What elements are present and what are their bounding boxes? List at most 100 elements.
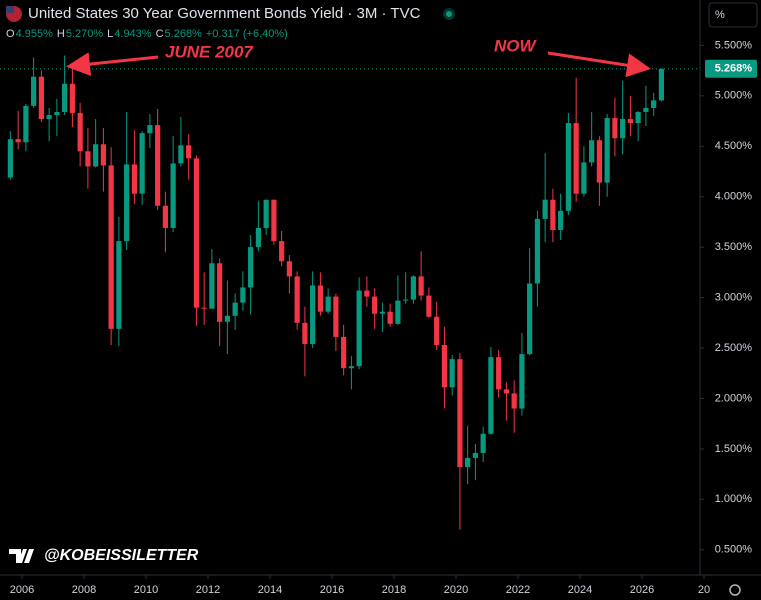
candle-body [341,336,347,369]
candle-body [271,199,277,242]
candle-body [85,151,91,167]
candle-body [441,345,447,388]
legend-value: 4.943% [114,28,152,40]
candle-body [248,247,254,288]
candle-body [170,163,176,228]
candle-body [240,287,246,303]
plot-area [0,55,700,530]
y-tick-label: 5.000% [715,90,753,102]
candle-body [379,311,385,314]
candle-body [7,139,13,178]
legend-change: +0.317 (+6.40%) [206,28,288,40]
status-dot [446,11,452,17]
legend-value: 5.268% [165,28,203,40]
candle-body [302,322,308,344]
candle-body [69,83,75,113]
candle-body [472,452,478,458]
axes: 5.500% 5.000% 4.500% 4.000% 3.500% 3.000% 2.50… [10,39,757,596]
candle-body [15,139,21,143]
candle-body [612,118,618,139]
x-tick-label: 2016 [320,584,344,596]
y-tick-label: 2.500% [715,342,753,354]
candle-body [325,296,331,312]
y-tick-label: 2.000% [715,392,753,404]
candle-body [255,227,261,248]
candle-body [54,111,60,115]
candle-body [496,357,502,390]
x-tick-label: 2008 [72,584,96,596]
candle-body [147,125,153,134]
settings-icon[interactable] [729,584,741,596]
candle-body [651,100,657,108]
candle-body [542,199,548,219]
x-tick-label: 2018 [382,584,406,596]
candle-body [186,145,192,159]
candle-body [193,158,199,308]
candle-body [519,354,525,409]
candle-body [294,276,300,323]
candle-body [596,140,603,183]
candle-body [503,389,509,394]
legend-key: L [107,28,113,40]
candle-body [364,290,370,297]
y-tick-label: 5.500% [715,39,753,51]
candle-body [124,164,130,242]
candle-body [232,302,238,316]
x-tick-label: 2014 [258,584,282,596]
candle-body [317,285,323,312]
y-tick-label: 3.000% [715,291,753,303]
annotation: JUNE 2007 [165,42,254,61]
candle-body [46,115,52,120]
candle-body [573,123,579,194]
candle-body [209,263,215,309]
candle-body [178,145,184,164]
candle-body [62,83,68,112]
last-price-label: 5.268% [715,63,753,75]
candle-body [527,283,533,355]
scale-label[interactable]: % [715,9,725,21]
candle-body [31,76,37,106]
candle-body [635,111,641,124]
annotation: NOW [494,36,538,55]
candle-body [658,68,665,101]
candle-body [449,359,455,388]
legend-key: H [57,28,65,40]
candle-body [387,311,393,324]
candle-body [333,296,339,337]
x-tick-label: 20 [698,584,710,596]
candle-body [38,76,44,120]
y-tick-label: 1.000% [715,493,753,505]
candle-body [155,125,161,206]
x-tick-label: 2010 [134,584,158,596]
y-tick-label: 1.500% [715,443,753,455]
candle-body [565,123,572,211]
y-tick-label: 3.500% [715,241,753,253]
candle-body [131,164,137,194]
candle-body [480,433,486,453]
candle-body [279,241,285,262]
candle-body [418,276,424,296]
ohlc-legend: O 4.955% H 5.270% L 4.943% C 5.268% +0.317 (+6.4… [6,28,288,40]
watermark: @KOBEISSILETTER [44,547,199,564]
last-price-badge [705,59,757,78]
x-tick-label: 2024 [568,584,592,596]
x-tick-label: 2022 [506,584,530,596]
candle-body [410,276,416,300]
flag-canton [6,6,14,13]
candle-body [511,393,517,409]
annotation-arrow [66,52,159,77]
legend-key: O [6,28,15,40]
candle-body [403,299,409,301]
candle-body [310,285,316,344]
candle-body [116,241,122,329]
legend-key: C [156,28,164,40]
watermark-logo [9,549,34,563]
y-tick-label: 4.500% [715,140,753,152]
candle-body [372,296,378,314]
candle-body [581,162,587,194]
scale-button[interactable] [708,2,758,28]
candle-body [217,263,223,322]
annotation-arrow [547,51,651,78]
candle-body [356,290,362,367]
